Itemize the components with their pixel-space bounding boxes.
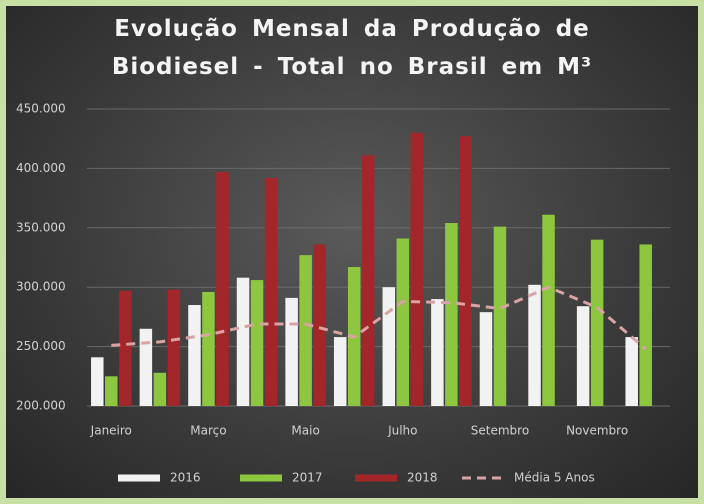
bar bbox=[590, 239, 604, 406]
y-tick-label: 350.000 bbox=[16, 220, 66, 234]
bar bbox=[139, 328, 153, 406]
x-tick-label: Março bbox=[190, 424, 226, 438]
legend-label: 2018 bbox=[407, 471, 438, 485]
bar bbox=[299, 255, 312, 406]
legend-label: 2016 bbox=[170, 471, 201, 485]
bar bbox=[105, 376, 118, 406]
bar bbox=[493, 226, 507, 406]
bar bbox=[410, 132, 424, 406]
bar bbox=[528, 284, 541, 406]
x-tick-label: Julho bbox=[387, 424, 417, 438]
x-tick-label: Janeiro bbox=[90, 424, 132, 438]
bar bbox=[361, 155, 375, 406]
chart-title: Evolução Mensal da Produção de Biodiesel… bbox=[111, 16, 593, 80]
x-tick-label: Setembro bbox=[471, 424, 529, 438]
bar bbox=[250, 280, 264, 406]
bar bbox=[285, 297, 298, 406]
bar bbox=[542, 214, 555, 406]
bar bbox=[576, 306, 590, 406]
bar bbox=[431, 299, 444, 406]
y-tick-label: 300.000 bbox=[16, 280, 66, 294]
bar bbox=[313, 244, 326, 406]
bar bbox=[202, 291, 215, 406]
bar bbox=[91, 357, 104, 406]
bar bbox=[264, 177, 278, 406]
bar bbox=[333, 337, 347, 406]
bar bbox=[188, 305, 201, 406]
x-tick-label: Maio bbox=[291, 424, 319, 438]
legend-label: Média 5 Anos bbox=[514, 471, 595, 485]
bar bbox=[639, 244, 652, 406]
bar bbox=[396, 238, 410, 406]
bar bbox=[167, 289, 181, 406]
bar bbox=[153, 372, 167, 406]
legend-label: 2017 bbox=[292, 471, 323, 485]
bar bbox=[479, 312, 493, 406]
y-tick-label: 400.000 bbox=[16, 161, 66, 175]
bar bbox=[216, 171, 229, 406]
bar bbox=[445, 223, 458, 406]
y-tick-label: 200.000 bbox=[16, 399, 66, 413]
bar bbox=[459, 136, 472, 406]
y-tick-label: 250.000 bbox=[16, 339, 66, 353]
bar bbox=[625, 337, 638, 406]
x-tick-label: Novembro bbox=[566, 424, 628, 438]
bar bbox=[119, 290, 132, 406]
line bbox=[111, 285, 647, 351]
y-tick-label: 450.000 bbox=[16, 102, 66, 116]
bar bbox=[382, 287, 396, 406]
bar bbox=[236, 277, 250, 406]
